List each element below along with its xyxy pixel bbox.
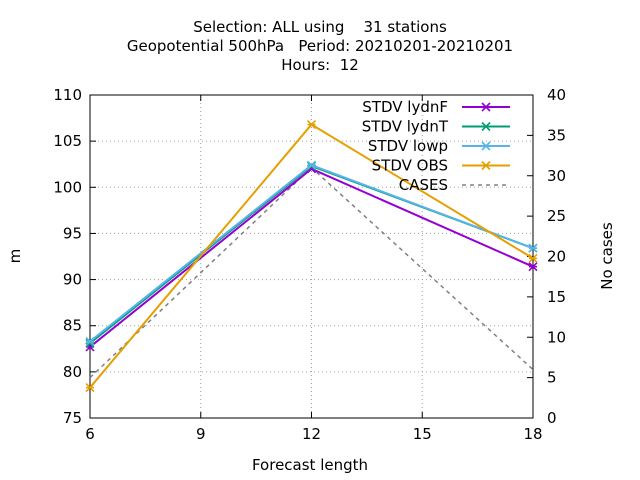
- legend-cases-label: CASES: [399, 176, 448, 194]
- series-stdv-obs-point: [85, 382, 95, 393]
- y-axis-label: m: [6, 249, 24, 264]
- y-tick-label: 110: [53, 86, 82, 104]
- legend-stdv-lowp-label: STDV lowp: [368, 137, 448, 155]
- series-stdv-obs-point: [528, 253, 538, 263]
- legend-stdv-obs-label: STDV OBS: [372, 157, 448, 175]
- series-stdv-lydnt-line: [89, 164, 534, 345]
- x-tick-label: 18: [523, 425, 542, 443]
- series-stdv-lydnf-point: [528, 262, 538, 272]
- chart-title-line-1: Selection: ALL using 31 stations: [193, 18, 447, 36]
- grid-layer: [90, 95, 533, 418]
- y-tick-label: 75: [63, 409, 82, 427]
- legend-stdv-obs-marker: [481, 160, 491, 171]
- axis-layer: 6 9 12 15 18 75 80 85 90 95 100 105 110 0 5 10 15 20 25 30 3…: [53, 86, 566, 443]
- x-tick-label: 6: [85, 425, 95, 443]
- x-axis-label: Forecast length: [252, 456, 368, 474]
- y2-tick-label: 40: [547, 86, 566, 104]
- series-stdv-obs-point: [306, 119, 317, 130]
- y2-tick-label: 10: [547, 328, 566, 346]
- x-tick-label: 12: [302, 425, 321, 443]
- y-tick-label: 80: [63, 363, 82, 381]
- chart-title-line-3: Hours: 12: [281, 56, 359, 74]
- legend-stdv-lydnt-marker: [481, 121, 491, 132]
- chart-title-line-2: Geopotential 500hPa Period: 20210201-202…: [126, 37, 514, 55]
- series-stdv-lowp-point: [306, 160, 317, 170]
- y2-tick-label: 15: [547, 288, 566, 306]
- x-tick-label: 9: [196, 425, 206, 443]
- series-cases-line: [89, 166, 534, 379]
- y-tick-label: 85: [63, 317, 82, 335]
- y2-tick-label: 30: [547, 167, 566, 185]
- y2-tick-label: 5: [547, 369, 557, 387]
- legend-stdv-lydnf-label: STDV lydnF: [362, 98, 448, 116]
- y-tick-label: 95: [63, 224, 82, 242]
- legend-stdv-lydnf-marker: [481, 102, 491, 112]
- series-layer: [85, 119, 538, 393]
- series-stdv-lowp-point: [85, 336, 95, 346]
- y2-tick-label: 25: [547, 207, 566, 225]
- y2-tick-label: 35: [547, 126, 566, 144]
- y2-tick-label: 0: [547, 409, 557, 427]
- series-stdv-lowp-point: [528, 243, 538, 253]
- y-tick-label: 105: [53, 132, 82, 150]
- x-tick-label: 15: [413, 425, 432, 443]
- y2-tick-label: 20: [547, 248, 566, 266]
- y-tick-label: 90: [63, 271, 82, 289]
- legend-stdv-lydnt-label: STDV lydnT: [362, 118, 449, 136]
- y-tick-label: 100: [53, 178, 82, 196]
- y2-axis-label: No cases: [598, 222, 616, 290]
- legend-stdv-lowp-marker: [481, 141, 491, 151]
